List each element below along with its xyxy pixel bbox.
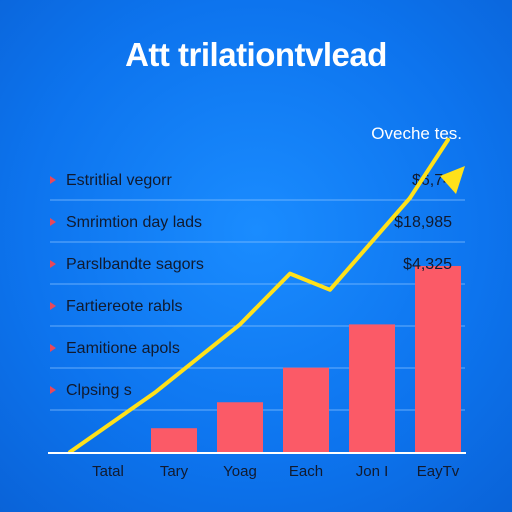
x-axis: Tatal Tary Yoag Each Jon I EayTv — [48, 452, 466, 480]
row-label: Eamitione apols — [66, 340, 180, 357]
row-bullet-icon — [50, 176, 56, 184]
bar — [151, 428, 197, 452]
row-value: $18,985 — [394, 214, 452, 231]
bar-series — [151, 265, 461, 452]
bar — [349, 324, 395, 452]
x-tick-label: Tary — [160, 463, 189, 480]
x-tick-label: Yoag — [223, 463, 257, 480]
row-label: Estritlial vegorr — [66, 172, 172, 189]
row-label: Fartiereote rabls — [66, 298, 183, 315]
row-label: Clpsing s — [66, 382, 132, 399]
bar — [283, 367, 329, 452]
x-tick-label: Jon I — [356, 463, 389, 480]
bar — [217, 402, 263, 452]
row-value: $4,325 — [403, 256, 452, 273]
trend-arrow-icon — [440, 166, 465, 194]
trend-line-extension — [408, 137, 450, 200]
row-bullet-icon — [50, 344, 56, 352]
row-label: Smrimtion day lads — [66, 214, 202, 231]
x-tick-label: Each — [289, 463, 323, 480]
chart-title: Att trilationtvlead — [125, 36, 387, 73]
trend-line — [68, 195, 412, 454]
x-tick-label: Tatal — [92, 463, 124, 480]
row-label: Parslbandte sagors — [66, 256, 204, 273]
x-tick-label: EayTv — [417, 463, 460, 480]
row-bullet-icon — [50, 218, 56, 226]
bar — [415, 265, 461, 452]
trend-line-series — [68, 137, 465, 454]
row-bullet-icon — [50, 386, 56, 394]
row-bullet-icon — [50, 302, 56, 310]
legend-title: Oveche tes. — [371, 124, 462, 143]
row-bullet-icon — [50, 260, 56, 268]
